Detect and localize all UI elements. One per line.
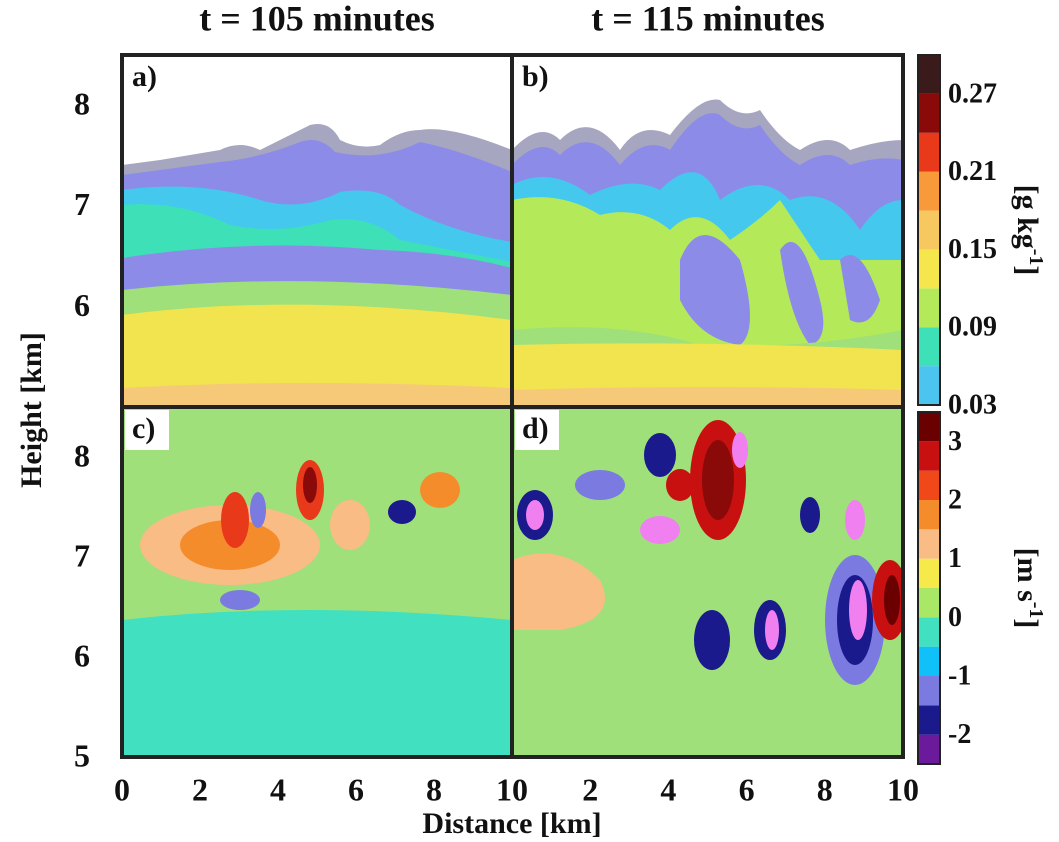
- y-tick-label: 8: [74, 437, 90, 473]
- x-tick-label: 2: [192, 771, 208, 807]
- colorbar-frame: [917, 411, 941, 765]
- colorbar-bin: [918, 249, 940, 289]
- x-tick-label: 0: [114, 771, 130, 807]
- y-tick-label: 6: [74, 287, 90, 323]
- colorbar-label-sup: -1: [1025, 249, 1047, 266]
- y-tick-label: 7: [74, 537, 90, 573]
- colorbar-bin: [918, 558, 940, 588]
- colorbar-label-text: [m s: [1011, 548, 1044, 602]
- panel-label-box: [125, 410, 169, 450]
- x-tick-label: 6: [348, 771, 364, 807]
- colorbar-bin: [918, 676, 940, 706]
- colorbar-tick-label: 0.15: [948, 234, 997, 265]
- panel-label-box: [515, 58, 559, 98]
- y-tick-label: 5: [74, 737, 90, 773]
- column-title: t = 115 minutes: [591, 0, 825, 38]
- field-d: [512, 407, 903, 757]
- colorbar-tick-label: 0: [948, 602, 962, 633]
- colorbar-bin: [918, 588, 940, 618]
- colorbar-bin: [918, 288, 940, 328]
- colorbar-frame: [917, 54, 941, 406]
- colorbar-bin: [918, 210, 940, 250]
- y-axis-label: Height [km]: [15, 332, 48, 488]
- colorbar-bin: [918, 705, 940, 735]
- colorbar-label-sup: -1: [1025, 602, 1047, 619]
- x-tick-label: 10: [887, 771, 919, 807]
- colorbar-tick-label: -2: [948, 719, 971, 750]
- x-tick-label: 4: [660, 771, 676, 807]
- colorbar-label: [m s-1]: [1011, 548, 1047, 629]
- x-tick-label: 8: [817, 771, 833, 807]
- colorbar-tick-label: 0.21: [948, 156, 997, 187]
- colorbar-tick-label: 0.09: [948, 312, 997, 343]
- column-title: t = 105 minutes: [199, 0, 435, 38]
- panel-label-box: [515, 410, 559, 450]
- panel-label-box: [125, 58, 169, 98]
- field-b: [512, 99, 903, 407]
- y-tick-label: 6: [74, 637, 90, 673]
- colorbar-bin: [918, 132, 940, 172]
- colorbar-bin: [918, 617, 940, 647]
- x-tick-label: 6: [739, 771, 755, 807]
- colorbar-tick-label: 0.27: [948, 78, 997, 109]
- x-tick-label: 4: [270, 771, 286, 807]
- field-c: [122, 407, 512, 757]
- y-tick-label: 7: [74, 186, 90, 222]
- frames: [120, 53, 905, 759]
- colorbar-tick-label: 3: [948, 426, 962, 457]
- colorbar-bin: [918, 171, 940, 211]
- colorbar-bin: [918, 366, 940, 405]
- x-tick-label: 2: [582, 771, 598, 807]
- colorbar-bin: [918, 55, 940, 94]
- colorbar-label: [g kg-1]: [1011, 185, 1047, 276]
- colorbar-bin: [918, 734, 940, 764]
- colorbar-bin: [918, 412, 940, 442]
- panel-label: c): [132, 412, 155, 445]
- colorbar-label-end: ]: [1011, 618, 1044, 628]
- colorbar-tick-label: 2: [948, 484, 962, 515]
- panel-label: b): [522, 60, 549, 93]
- field-a: [122, 124, 512, 407]
- panel-label: d): [522, 412, 549, 445]
- colorbar-bin: [918, 500, 940, 530]
- colorbar-bin: [918, 327, 940, 367]
- x-axis-label: Distance [km]: [422, 807, 601, 840]
- colorbar-bin: [918, 441, 940, 471]
- colorbar-bin: [918, 529, 940, 559]
- panel-label: a): [132, 60, 157, 93]
- colorbar-bin: [918, 470, 940, 500]
- x-tick-label: 10: [496, 771, 528, 807]
- x-tick-label: 8: [426, 771, 442, 807]
- colorbar-bin: [918, 646, 940, 676]
- colorbar-label-text: [g kg: [1011, 185, 1044, 249]
- colorbar-tick-label: -1: [948, 660, 971, 691]
- colorbar-tick-label: 0.03: [948, 389, 997, 420]
- colorbar-tick-label: 1: [948, 543, 962, 574]
- colorbar-label-end: ]: [1011, 265, 1044, 275]
- colorbar-bin: [918, 93, 940, 133]
- y-tick-label: 8: [74, 86, 90, 122]
